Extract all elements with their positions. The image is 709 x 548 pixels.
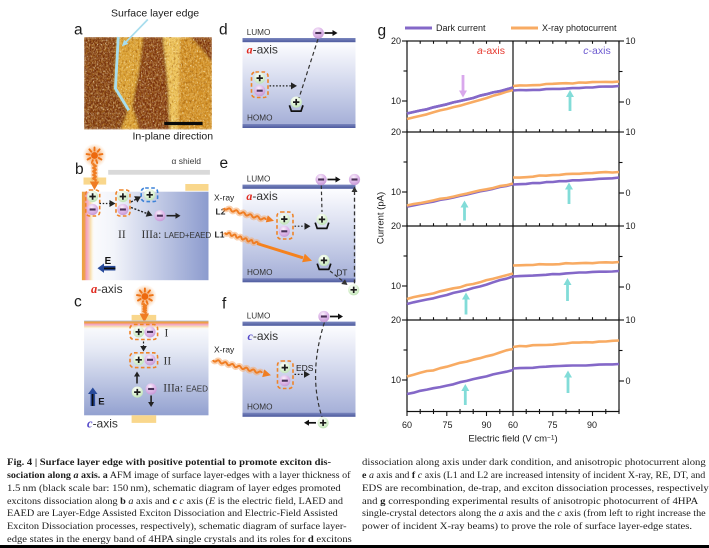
svg-text:In-plane direction: In-plane direction — [133, 131, 214, 143]
svg-text:c-axis: c-axis — [583, 45, 610, 57]
svg-text:X-ray photocurrent: X-ray photocurrent — [542, 23, 617, 33]
svg-text:a-axis: a-axis — [477, 45, 505, 57]
svg-text:10: 10 — [626, 36, 636, 46]
svg-text:DT: DT — [337, 269, 348, 278]
svg-text:X-ray: X-ray — [214, 345, 235, 355]
svg-text:10: 10 — [391, 375, 401, 385]
svg-text:75: 75 — [442, 420, 452, 430]
svg-text:20: 20 — [391, 36, 401, 46]
svg-text:LUMO: LUMO — [247, 28, 271, 37]
svg-text:IIIa: EAED: IIIa: EAED — [163, 383, 208, 395]
svg-text:L1: L1 — [215, 230, 225, 240]
svg-text:0: 0 — [626, 188, 631, 198]
svg-text:HOMO: HOMO — [247, 268, 272, 277]
svg-text:60: 60 — [508, 420, 518, 430]
svg-text:c-axis: c-axis — [248, 329, 279, 343]
svg-text:Surface layer edge: Surface layer edge — [111, 8, 199, 20]
svg-text:f: f — [222, 296, 227, 313]
svg-text:20: 20 — [391, 315, 401, 325]
svg-text:10: 10 — [626, 127, 636, 137]
svg-text:X-ray: X-ray — [214, 193, 235, 203]
svg-text:e: e — [220, 155, 229, 172]
svg-text:Current (pA): Current (pA) — [376, 192, 387, 244]
svg-text:0: 0 — [626, 97, 631, 107]
svg-text:10: 10 — [391, 96, 401, 106]
svg-text:E: E — [98, 397, 104, 408]
svg-text:Dark current: Dark current — [436, 23, 486, 33]
svg-text:a-axis: a-axis — [246, 189, 277, 203]
svg-text:b: b — [75, 161, 84, 178]
svg-text:II: II — [164, 356, 172, 368]
svg-text:α shield: α shield — [172, 156, 202, 166]
svg-text:20: 20 — [391, 127, 401, 137]
svg-text:c-axis: c-axis — [87, 417, 118, 431]
svg-text:HOMO: HOMO — [247, 114, 272, 123]
svg-text:0: 0 — [626, 376, 631, 386]
svg-text:90: 90 — [481, 420, 491, 430]
svg-text:10: 10 — [391, 281, 401, 291]
svg-text:a: a — [74, 22, 83, 39]
svg-text:a-axis: a-axis — [91, 282, 123, 296]
svg-text:HOMO: HOMO — [247, 402, 272, 411]
svg-text:10: 10 — [391, 187, 401, 197]
svg-text:g: g — [378, 23, 387, 40]
svg-text:LUMO: LUMO — [247, 312, 271, 321]
svg-text:d: d — [219, 22, 228, 39]
svg-text:LUMO: LUMO — [247, 175, 271, 184]
svg-text:L2: L2 — [216, 207, 226, 217]
svg-text:I: I — [165, 328, 169, 340]
svg-text:II: II — [118, 229, 126, 241]
svg-text:a-axis: a-axis — [247, 43, 278, 57]
svg-text:10: 10 — [626, 315, 636, 325]
svg-text:20: 20 — [391, 221, 401, 231]
svg-text:EDS: EDS — [296, 363, 314, 373]
svg-text:E: E — [105, 256, 112, 267]
svg-text:c: c — [74, 294, 82, 311]
svg-text:90: 90 — [587, 420, 597, 430]
svg-text:IIIa: LAED+EAED: IIIa: LAED+EAED — [142, 229, 212, 241]
svg-text:60: 60 — [402, 420, 412, 430]
svg-text:10: 10 — [626, 221, 636, 231]
svg-text:0: 0 — [626, 282, 631, 292]
svg-text:Electric field (V cm−1): Electric field (V cm−1) — [468, 434, 557, 445]
svg-text:75: 75 — [547, 420, 557, 430]
